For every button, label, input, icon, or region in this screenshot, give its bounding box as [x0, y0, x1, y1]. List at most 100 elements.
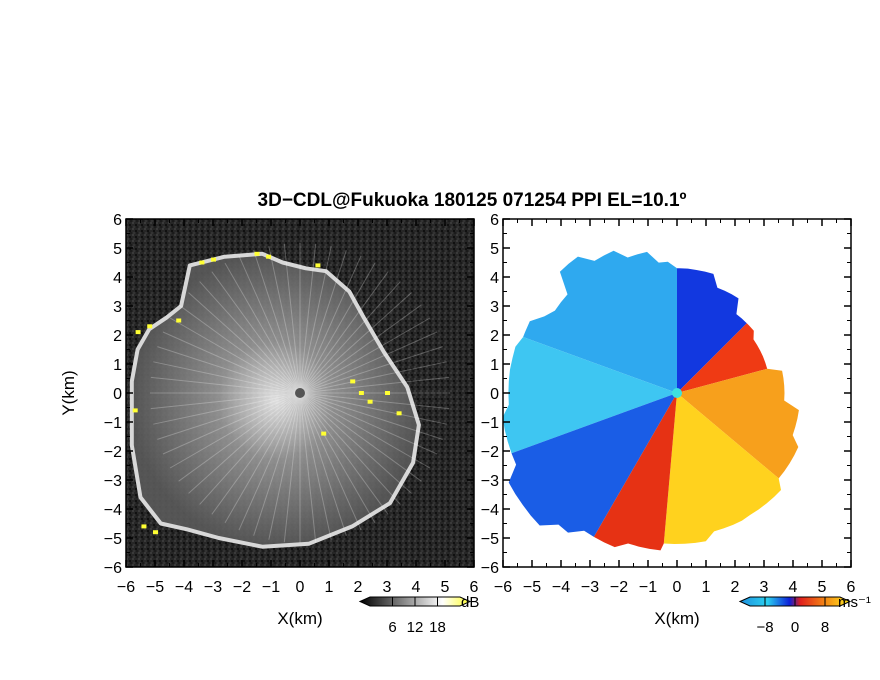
echo-ray [211, 392, 301, 515]
echo-ray [283, 392, 301, 543]
echo-region [129, 251, 421, 549]
echo-ray [211, 271, 301, 394]
reflectivity-xtick-label: −3 [204, 579, 222, 596]
echo-ray [178, 392, 301, 482]
reflectivity-ytick-label: −5 [104, 531, 122, 548]
velocity-ytick-label: −1 [481, 415, 499, 432]
reflectivity-ytick-label: 0 [113, 386, 122, 403]
strong-echo [199, 260, 205, 265]
velocity-xtick-label: 2 [731, 579, 740, 596]
echo-ray [299, 361, 447, 394]
velocity-ytick-label: 1 [490, 357, 499, 374]
velocity-colorbar: −8 0 8 ms⁻¹ [738, 594, 871, 636]
velocity-xtick-label: 3 [760, 579, 769, 596]
velocity-ytick-label: 6 [490, 212, 499, 229]
echo-ray [162, 392, 301, 455]
strong-echo [350, 379, 356, 384]
velocity-xtick-label: 6 [847, 579, 856, 596]
radar-site-velocity [672, 388, 682, 398]
echo-ray [157, 392, 301, 440]
strong-echo [254, 251, 260, 256]
velocity-sector [508, 393, 677, 537]
echo-ray [169, 317, 301, 394]
echo-ray [299, 392, 362, 531]
strong-echo [153, 530, 158, 535]
reflectivity-xtick-label: 2 [354, 579, 363, 596]
velocity-panel: −6 −5 −4 −3 −2 −1 0 1 2 3 4 5 6 6 5 4 3 2 1 0 −1 −2 −3 −4 −5 −6 X… [481, 212, 871, 636]
echo-ray [199, 392, 301, 505]
reflectivity-xtick-label: −6 [117, 579, 135, 596]
echo-ray [153, 392, 301, 425]
echo-ray [299, 392, 401, 505]
reflectivity-ytick-label: −4 [104, 502, 122, 519]
reflectivity-ytick-label: 6 [113, 212, 122, 229]
echo-ray [299, 392, 447, 425]
echo-ray [162, 331, 301, 394]
echo-ray [188, 292, 301, 394]
reflectivity-xtick-label: 3 [383, 579, 392, 596]
strong-echo [315, 263, 321, 268]
chart-title: 3D−CDL@Fukuoka 180125 071254 PPI EL=10.1… [258, 190, 687, 211]
echo-ray [153, 361, 301, 394]
echo-ray [299, 304, 422, 394]
velocity-colorbar-tick: 0 [791, 619, 799, 636]
echo-ray [150, 376, 301, 394]
echo-ray [299, 246, 332, 394]
velocity-ytick-label: 0 [490, 386, 499, 403]
echo-ray [268, 246, 301, 394]
velocity-colorbar-tick: −8 [756, 619, 773, 636]
echo-ray [283, 243, 301, 394]
strong-echo [367, 399, 373, 404]
reflectivity-ytick-label: 3 [113, 299, 122, 316]
reflectivity-ytick-label: −3 [104, 473, 122, 490]
echo-ray [299, 331, 438, 394]
strong-echo [321, 431, 327, 436]
echo-ray [224, 392, 301, 524]
reflectivity-xtick-label: −1 [262, 579, 280, 596]
velocity-colorbar-unit: ms⁻¹ [838, 594, 871, 611]
velocity-ytick-label: 3 [490, 299, 499, 316]
reflectivity-ytick-label: −2 [104, 444, 122, 461]
velocity-sector [503, 337, 677, 454]
echo-ray [299, 346, 443, 394]
echo-ray [299, 376, 450, 394]
echo-ray [299, 392, 443, 440]
velocity-sector [677, 268, 747, 393]
velocity-xtick-label: −6 [494, 579, 512, 596]
velocity-ytick-label: 2 [490, 328, 499, 345]
echo-ray [299, 392, 389, 515]
strong-echo [141, 524, 147, 529]
strong-echo [396, 411, 402, 416]
radar-site [295, 388, 305, 398]
echo-ray [199, 281, 301, 394]
reflectivity-xtick-label: 0 [296, 579, 305, 596]
reflectivity-ytick-label: −6 [104, 560, 122, 577]
strong-echo [358, 391, 364, 395]
velocity-ytick-label: −2 [481, 444, 499, 461]
echo-ray [299, 392, 422, 482]
velocity-ytick-label: 5 [490, 241, 499, 258]
reflectivity-xtick-label: 6 [470, 579, 479, 596]
echo-ray [299, 271, 389, 394]
echo-ray [253, 250, 301, 394]
reflectivity-ylabel: Y(km) [59, 370, 78, 415]
echo-ray [299, 262, 376, 394]
velocity-sector [677, 323, 768, 393]
echo-ray [299, 292, 412, 394]
strong-echo [176, 318, 182, 323]
echo-ray [299, 250, 347, 394]
echo-ray [299, 392, 412, 494]
strong-echo [132, 408, 138, 413]
echo-ray [299, 392, 347, 536]
reflectivity-xtick-label: −2 [233, 579, 251, 596]
strong-echo [147, 324, 153, 329]
echo-ray [253, 392, 301, 536]
velocity-ytick-label: 4 [490, 270, 499, 287]
echo-ray [299, 392, 332, 540]
reflectivity-ytick-label: 4 [113, 270, 122, 287]
echo-ray [268, 392, 301, 540]
echo-ray [169, 392, 301, 469]
reflectivity-ytick-label: 2 [113, 328, 122, 345]
